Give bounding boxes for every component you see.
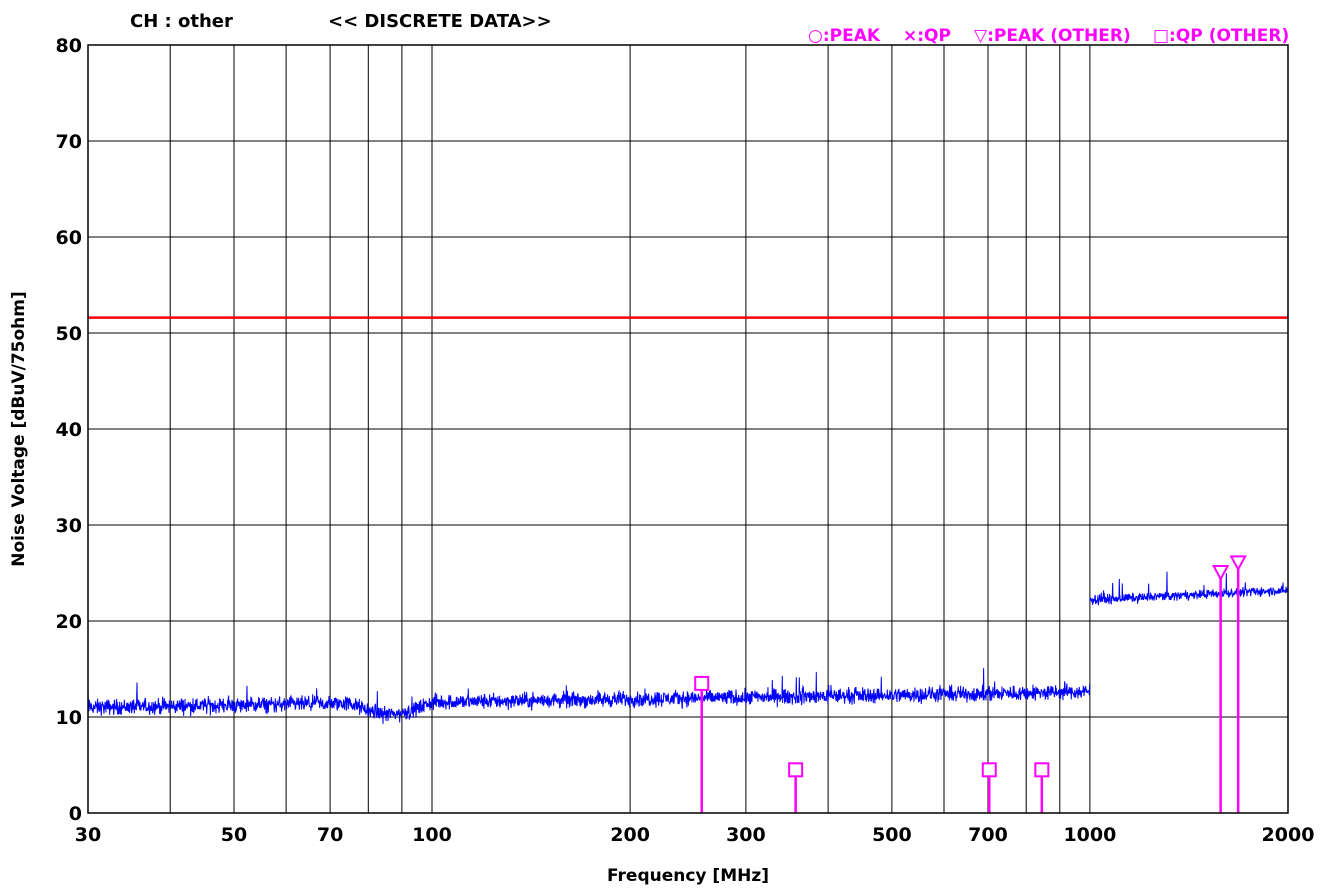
y-tick-label: 30 <box>56 515 82 537</box>
marker-square <box>694 675 710 691</box>
y-axis-label: Noise Voltage [dBuV/75ohm] <box>9 291 29 567</box>
plot-frame <box>87 44 1289 814</box>
x-tick-label: 2000 <box>1262 824 1315 846</box>
noise-trace-segment-1 <box>1089 571 1289 606</box>
legend-peak-other: ▽:PEAK (OTHER) <box>974 26 1131 46</box>
marker-triangle <box>1229 555 1247 572</box>
marker-qp-other <box>788 762 804 813</box>
x-tick-label: 200 <box>610 824 650 846</box>
marker-qp-other <box>1034 762 1050 813</box>
x-tick-labels: 30 50 70 100 200 300 500 700 1000 2000 <box>75 824 1315 846</box>
y-tick-label: 20 <box>56 611 82 633</box>
x-tick-label: 500 <box>872 824 912 846</box>
data-mode-label: << DISCRETE DATA>> <box>328 11 552 32</box>
marker-peak-other <box>1229 555 1247 813</box>
legend-peak: ○:PEAK <box>808 26 881 46</box>
marker-square <box>788 762 804 778</box>
marker-square <box>1034 762 1050 778</box>
channel-label: CH : other <box>130 11 233 32</box>
legend-qp-other: □:QP (OTHER) <box>1153 26 1289 46</box>
x-tick-label: 700 <box>968 824 1008 846</box>
noise-trace-segment-0 <box>87 668 1091 724</box>
legend-qp: ×:QP <box>903 26 951 46</box>
marker-square <box>981 762 997 778</box>
y-tick-label: 50 <box>56 323 82 345</box>
x-tick-label: 1000 <box>1063 824 1116 846</box>
noise-trace-layer <box>87 571 1289 724</box>
x-axis-label: Frequency [MHz] <box>607 866 769 886</box>
x-tick-label: 100 <box>412 824 452 846</box>
x-tick-label: 50 <box>221 824 247 846</box>
y-tick-label: 70 <box>56 131 82 153</box>
x-tick-label: 30 <box>75 824 101 846</box>
y-tick-label: 80 <box>56 35 82 57</box>
marker-layer <box>694 555 1247 813</box>
y-tick-label: 60 <box>56 227 82 249</box>
y-tick-label: 40 <box>56 419 82 441</box>
marker-qp-other <box>694 675 710 813</box>
marker-qp-other <box>981 762 997 813</box>
marker-peak-other <box>1211 565 1230 813</box>
marker-triangle <box>1211 565 1230 582</box>
y-tick-label: 0 <box>69 803 82 825</box>
y-tick-labels: 0 10 20 30 40 50 60 70 80 <box>56 35 82 825</box>
x-tick-label: 300 <box>726 824 766 846</box>
y-tick-label: 10 <box>56 707 82 729</box>
x-tick-label: 70 <box>317 824 343 846</box>
